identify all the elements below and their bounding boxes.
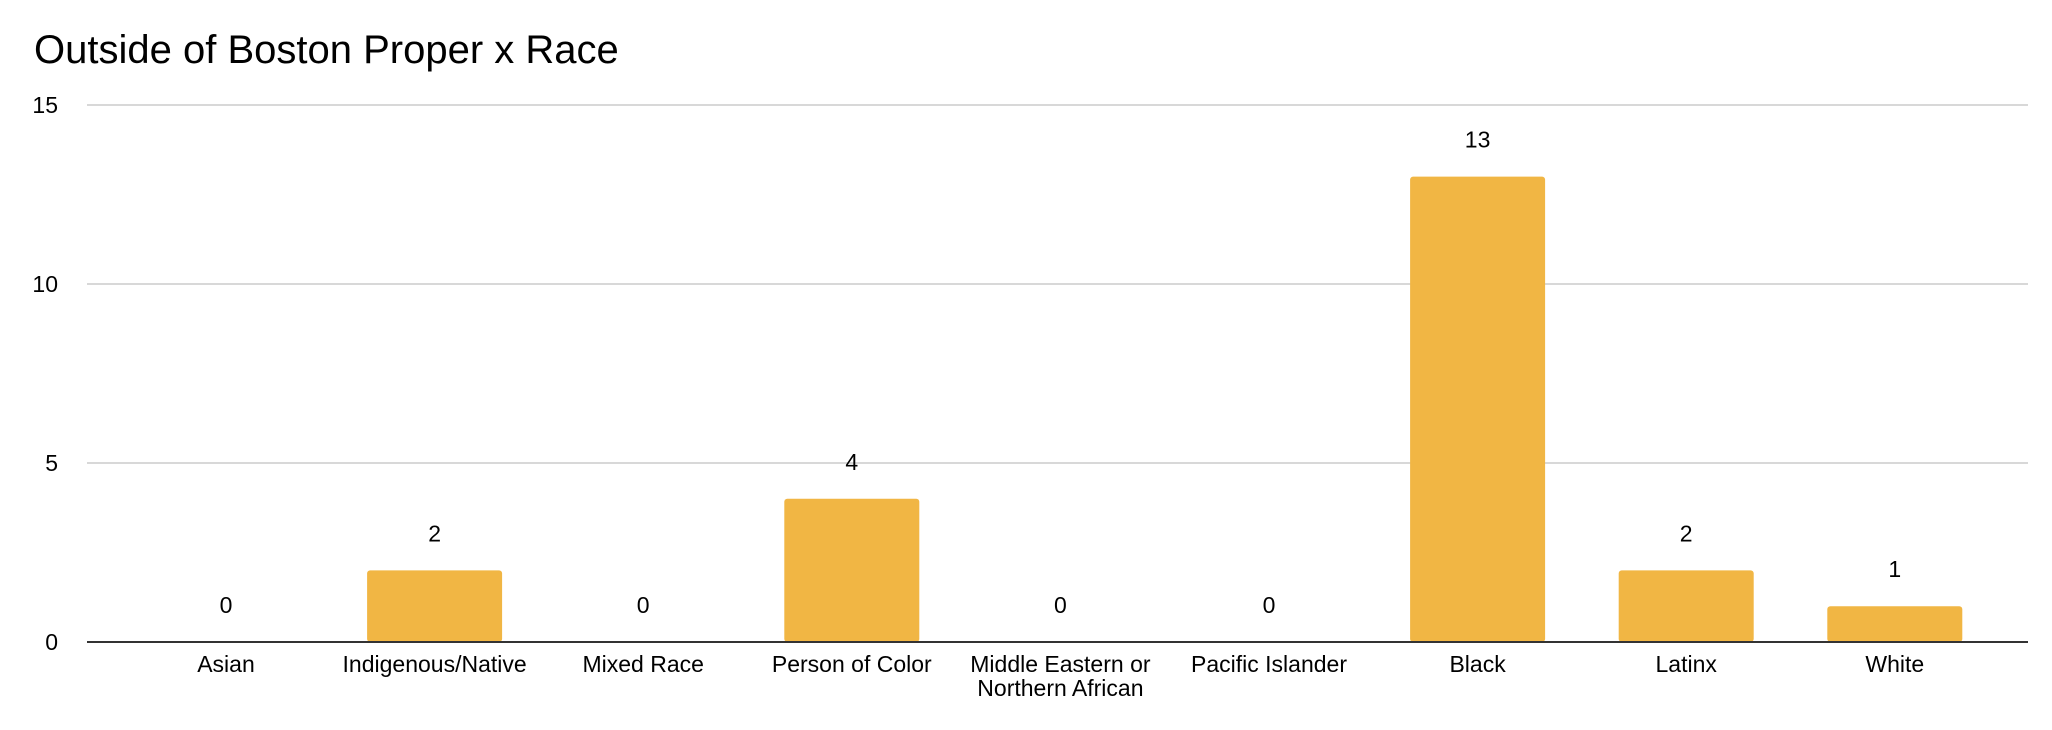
- x-category-label: Asian: [197, 651, 255, 677]
- x-category-label: Latinx: [1656, 651, 1718, 677]
- x-category-label-line: Northern African: [977, 675, 1143, 701]
- x-category-label: Person of Color: [772, 651, 932, 677]
- bars: [367, 176, 1963, 642]
- y-tick-label: 5: [45, 450, 58, 476]
- x-category-label: Indigenous/Native: [343, 651, 527, 677]
- y-tick-label: 15: [32, 92, 58, 118]
- bar-9: [1827, 606, 1963, 642]
- x-category-label: Mixed Race: [582, 651, 703, 677]
- bar-4: [784, 498, 920, 642]
- x-category-label-line: Latinx: [1656, 651, 1718, 677]
- data-label: 0: [1054, 592, 1067, 618]
- data-label: 2: [428, 520, 441, 546]
- data-label: 0: [1263, 592, 1276, 618]
- chart-title: Outside of Boston Proper x Race: [34, 28, 619, 72]
- data-label: 0: [220, 592, 233, 618]
- data-label: 0: [637, 592, 650, 618]
- y-tick-label: 10: [32, 271, 58, 297]
- bar-7: [1410, 176, 1546, 642]
- x-category-label-line: Indigenous/Native: [343, 651, 527, 677]
- x-category-label-line: Black: [1449, 651, 1506, 677]
- x-category-label-line: Person of Color: [772, 651, 932, 677]
- x-category-label-line: Pacific Islander: [1191, 651, 1347, 677]
- y-axis-ticks: 0 5 10 15: [32, 92, 58, 655]
- x-category-label: Pacific Islander: [1191, 651, 1347, 677]
- x-category-label-line: Middle Eastern or: [970, 651, 1151, 677]
- x-category-label: Black: [1449, 651, 1506, 677]
- y-tick-label: 0: [45, 629, 58, 655]
- gridlines: [87, 104, 2028, 464]
- bar-2: [367, 570, 503, 642]
- x-category-label: White: [1865, 651, 1924, 677]
- data-label: 13: [1465, 127, 1491, 153]
- data-labels: 0 2 0 4 0 0 13 2 1: [220, 127, 1902, 618]
- x-category-label-line: Asian: [197, 651, 255, 677]
- x-category-label-line: White: [1865, 651, 1924, 677]
- data-label: 2: [1680, 520, 1693, 546]
- data-label: 4: [845, 449, 858, 475]
- bar-8: [1618, 570, 1754, 642]
- x-axis-categories: Asian Indigenous/Native Mixed Race Person o…: [197, 651, 1924, 701]
- data-label: 1: [1888, 556, 1901, 582]
- x-category-label-line: Mixed Race: [582, 651, 703, 677]
- x-category-label: Middle Eastern or Northern African: [970, 651, 1151, 701]
